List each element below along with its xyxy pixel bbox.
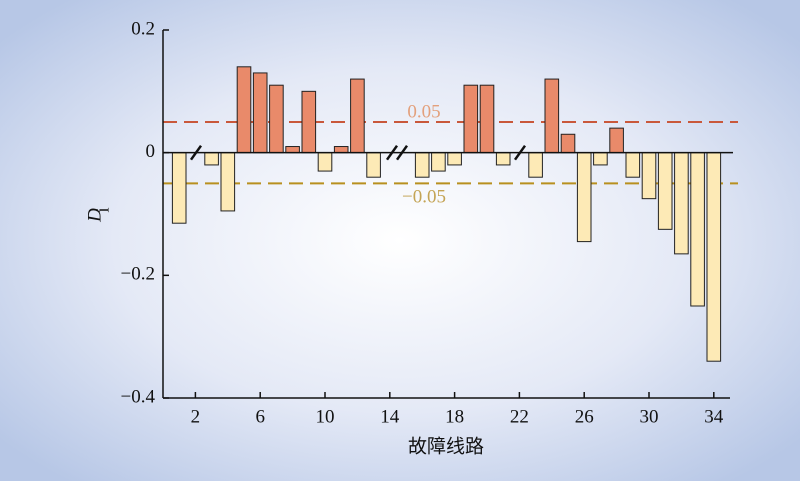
x-tick-label: 30 [640, 406, 659, 427]
bar [625, 152, 641, 178]
bar [220, 152, 236, 212]
axis-break [395, 144, 409, 161]
bar [285, 146, 300, 154]
bar [333, 146, 349, 154]
x-tick-label: 34 [704, 406, 724, 427]
bar [366, 152, 381, 178]
bar [479, 84, 495, 154]
bar [593, 152, 608, 166]
bar [463, 84, 479, 154]
bar [657, 152, 673, 230]
axis-break [189, 144, 203, 161]
bar [528, 152, 543, 178]
x-tick-label: 10 [316, 406, 335, 427]
bar [641, 152, 657, 200]
x-tick-label: 14 [380, 406, 400, 427]
y-tick-label: −0.2 [121, 264, 155, 285]
bar [301, 90, 317, 154]
bar [204, 152, 219, 166]
bar [171, 152, 187, 224]
bar [706, 152, 722, 362]
bar [447, 152, 462, 166]
threshold-label: 0.05 [407, 101, 440, 122]
bar [576, 152, 592, 243]
y-tick-label: 0.2 [131, 18, 155, 39]
axis-break [513, 144, 527, 161]
x-tick-label: 18 [445, 406, 464, 427]
bar [495, 152, 511, 166]
bar [236, 66, 252, 154]
bar [252, 72, 268, 154]
bar [544, 78, 560, 154]
x-tick-label: 26 [575, 406, 594, 427]
x-tick-label: 22 [510, 406, 529, 427]
bar [431, 152, 446, 172]
bar [317, 152, 333, 172]
threshold-label: −0.05 [402, 187, 446, 208]
x-tick-label: 6 [255, 406, 265, 427]
bar [609, 127, 624, 154]
axis-break [385, 144, 399, 161]
bar [560, 133, 576, 154]
bar [269, 84, 284, 154]
y-tick-label: 0 [146, 141, 156, 162]
x-label: 故障线路 [408, 435, 484, 457]
bar [414, 152, 430, 178]
y-label-sub: i [92, 207, 113, 212]
y-tick-label: −0.4 [121, 386, 156, 407]
y-label: D [84, 208, 105, 223]
bar [690, 152, 705, 307]
bar [674, 152, 689, 255]
x-tick-label: 2 [191, 406, 201, 427]
bar [350, 78, 365, 154]
